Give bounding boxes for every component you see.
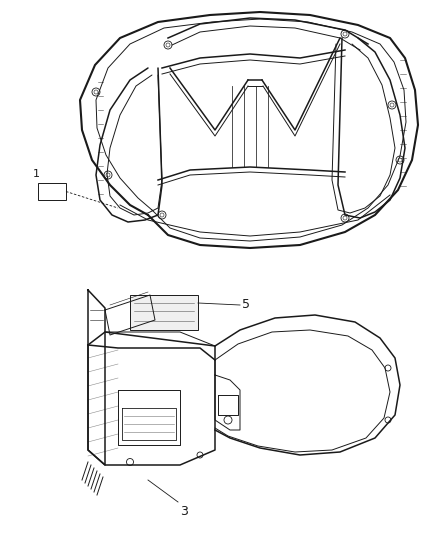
Text: 5: 5 [242, 298, 250, 311]
Text: 3: 3 [180, 505, 188, 518]
Bar [38, 183, 66, 200]
Bar [130, 295, 198, 330]
Text: 1: 1 [32, 169, 39, 179]
